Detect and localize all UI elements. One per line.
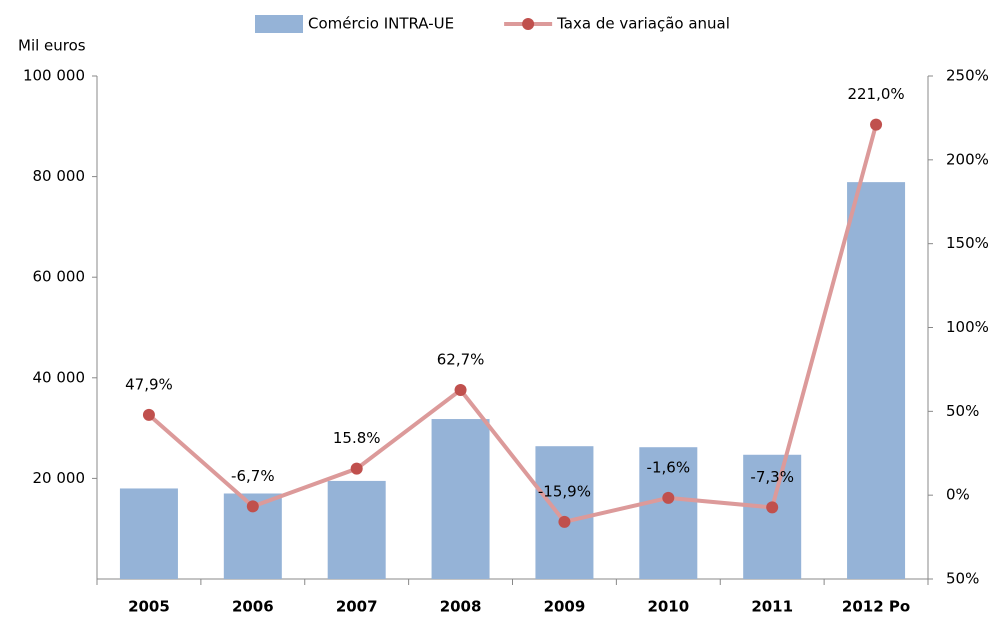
- data-label: -15,9%: [538, 482, 591, 500]
- x-tick-label: 2005: [128, 598, 170, 616]
- y2-tick-label: 250%: [946, 67, 989, 85]
- y-tick-label: 80 000: [33, 167, 86, 185]
- y-axis-label: Mil euros: [18, 37, 86, 55]
- y2-tick-label: 200%: [946, 150, 989, 168]
- line: [147, 124, 878, 525]
- marker: [454, 384, 467, 397]
- legend-swatch: [522, 18, 535, 30]
- marker: [558, 515, 571, 528]
- marker: [142, 408, 155, 421]
- y-tick-label: 40 000: [33, 368, 86, 386]
- x-tick-label: 2007: [336, 598, 378, 616]
- data-label: 62,7%: [437, 351, 485, 369]
- marker: [870, 118, 883, 131]
- y-tick-label: 20 000: [33, 469, 86, 487]
- y-tick-label: 60 000: [33, 268, 86, 286]
- y-tick-label: 100 000: [23, 67, 85, 85]
- legend-label: Taxa de variação anual: [556, 15, 730, 33]
- x-tick-label: 2006: [232, 598, 274, 616]
- x-tick-label: 2009: [544, 598, 586, 616]
- bar: [847, 182, 906, 579]
- y2-tick-label: 50%: [946, 570, 979, 588]
- x-tick-label: 2008: [440, 598, 482, 616]
- x-tick-label: 2012 Po: [842, 598, 910, 616]
- y2-tick-label: 50%: [946, 402, 979, 420]
- data-label: -7,3%: [750, 468, 794, 486]
- marker: [246, 500, 259, 513]
- y2-tick-label: 100%: [946, 318, 989, 336]
- x-tick-label: 2011: [751, 598, 793, 616]
- legend-swatch: [255, 15, 303, 33]
- data-label: 15.8%: [333, 429, 381, 447]
- data-label: 47,9%: [125, 375, 173, 393]
- y2-tick-label: 0%: [946, 486, 970, 504]
- bar: [431, 419, 490, 579]
- marker: [350, 462, 363, 475]
- data-label: 221,0%: [847, 85, 904, 103]
- y2-tick-label: 150%: [946, 234, 989, 252]
- bar: [743, 454, 802, 579]
- bar: [327, 480, 386, 579]
- bar: [639, 447, 698, 579]
- legend-label: Comércio INTRA-UE: [308, 15, 454, 33]
- x-tick-label: 2010: [647, 598, 689, 616]
- data-label: -6,7%: [231, 467, 275, 485]
- bar: [535, 446, 594, 579]
- bar: [119, 488, 178, 579]
- marker: [766, 501, 779, 514]
- marker: [662, 491, 675, 504]
- data-label: -1,6%: [647, 458, 691, 476]
